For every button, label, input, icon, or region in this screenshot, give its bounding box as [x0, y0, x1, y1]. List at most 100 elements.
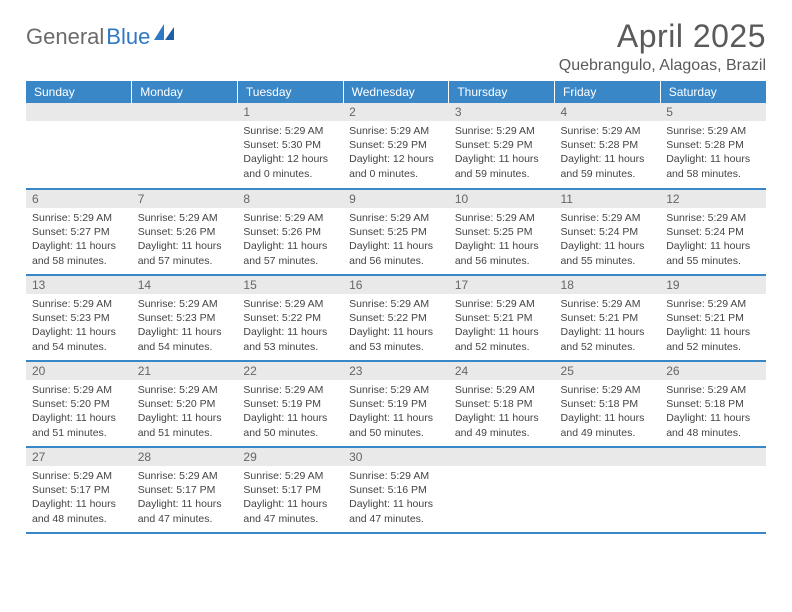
calendar-day-cell: 10Sunrise: 5:29 AMSunset: 5:25 PMDayligh…: [449, 189, 555, 275]
calendar-day-cell: 25Sunrise: 5:29 AMSunset: 5:18 PMDayligh…: [555, 361, 661, 447]
sunrise-text: Sunrise: 5:29 AM: [349, 297, 443, 311]
day-info: Sunrise: 5:29 AMSunset: 5:22 PMDaylight:…: [343, 294, 449, 358]
daylight-text: Daylight: 11 hours and 55 minutes.: [561, 239, 655, 267]
day-number: 11: [555, 190, 661, 208]
sunrise-text: Sunrise: 5:29 AM: [32, 297, 126, 311]
weekday-header-cell: Tuesday: [237, 81, 343, 103]
calendar-day-cell: 4Sunrise: 5:29 AMSunset: 5:28 PMDaylight…: [555, 103, 661, 189]
calendar-body: 1Sunrise: 5:29 AMSunset: 5:30 PMDaylight…: [26, 103, 766, 533]
day-info: Sunrise: 5:29 AMSunset: 5:18 PMDaylight:…: [555, 380, 661, 444]
day-info: Sunrise: 5:29 AMSunset: 5:25 PMDaylight:…: [343, 208, 449, 272]
sunrise-text: Sunrise: 5:29 AM: [32, 469, 126, 483]
sunset-text: Sunset: 5:24 PM: [666, 225, 760, 239]
day-info: Sunrise: 5:29 AMSunset: 5:19 PMDaylight:…: [237, 380, 343, 444]
sunset-text: Sunset: 5:30 PM: [243, 138, 337, 152]
daylight-text: Daylight: 11 hours and 47 minutes.: [243, 497, 337, 525]
calendar-day-cell: 29Sunrise: 5:29 AMSunset: 5:17 PMDayligh…: [237, 447, 343, 533]
calendar-day-cell: 5Sunrise: 5:29 AMSunset: 5:28 PMDaylight…: [660, 103, 766, 189]
day-number: 20: [26, 362, 132, 380]
calendar-day-cell: [132, 103, 238, 189]
sunrise-text: Sunrise: 5:29 AM: [561, 211, 655, 225]
sunrise-text: Sunrise: 5:29 AM: [138, 297, 232, 311]
logo-text-blue: Blue: [106, 24, 150, 50]
sunrise-text: Sunrise: 5:29 AM: [243, 297, 337, 311]
sunrise-text: Sunrise: 5:29 AM: [243, 124, 337, 138]
calendar-day-cell: 16Sunrise: 5:29 AMSunset: 5:22 PMDayligh…: [343, 275, 449, 361]
day-number: 16: [343, 276, 449, 294]
calendar-day-cell: 26Sunrise: 5:29 AMSunset: 5:18 PMDayligh…: [660, 361, 766, 447]
weekday-header-cell: Sunday: [26, 81, 132, 103]
day-info: Sunrise: 5:29 AMSunset: 5:23 PMDaylight:…: [132, 294, 238, 358]
sunset-text: Sunset: 5:21 PM: [561, 311, 655, 325]
sunrise-text: Sunrise: 5:29 AM: [561, 383, 655, 397]
day-number: 12: [660, 190, 766, 208]
sunset-text: Sunset: 5:17 PM: [243, 483, 337, 497]
day-info: Sunrise: 5:29 AMSunset: 5:18 PMDaylight:…: [660, 380, 766, 444]
day-info: Sunrise: 5:29 AMSunset: 5:29 PMDaylight:…: [449, 121, 555, 185]
sunrise-text: Sunrise: 5:29 AM: [666, 124, 760, 138]
calendar-day-cell: 19Sunrise: 5:29 AMSunset: 5:21 PMDayligh…: [660, 275, 766, 361]
day-number: 14: [132, 276, 238, 294]
sunset-text: Sunset: 5:18 PM: [455, 397, 549, 411]
calendar-day-cell: 6Sunrise: 5:29 AMSunset: 5:27 PMDaylight…: [26, 189, 132, 275]
month-title: April 2025: [559, 18, 766, 55]
sunset-text: Sunset: 5:17 PM: [32, 483, 126, 497]
daylight-text: Daylight: 11 hours and 51 minutes.: [138, 411, 232, 439]
day-info: Sunrise: 5:29 AMSunset: 5:30 PMDaylight:…: [237, 121, 343, 185]
sunrise-text: Sunrise: 5:29 AM: [561, 297, 655, 311]
day-info: Sunrise: 5:29 AMSunset: 5:24 PMDaylight:…: [660, 208, 766, 272]
weekday-header-cell: Monday: [132, 81, 238, 103]
calendar-week-row: 6Sunrise: 5:29 AMSunset: 5:27 PMDaylight…: [26, 189, 766, 275]
daylight-text: Daylight: 12 hours and 0 minutes.: [349, 152, 443, 180]
day-number: 13: [26, 276, 132, 294]
day-number: 8: [237, 190, 343, 208]
sunrise-text: Sunrise: 5:29 AM: [455, 211, 549, 225]
sunset-text: Sunset: 5:24 PM: [561, 225, 655, 239]
weekday-header-cell: Thursday: [449, 81, 555, 103]
sunrise-text: Sunrise: 5:29 AM: [666, 383, 760, 397]
day-number: [555, 448, 661, 466]
calendar-day-cell: [660, 447, 766, 533]
sunrise-text: Sunrise: 5:29 AM: [349, 124, 443, 138]
calendar-day-cell: 1Sunrise: 5:29 AMSunset: 5:30 PMDaylight…: [237, 103, 343, 189]
calendar-week-row: 27Sunrise: 5:29 AMSunset: 5:17 PMDayligh…: [26, 447, 766, 533]
sunset-text: Sunset: 5:21 PM: [455, 311, 549, 325]
day-info: Sunrise: 5:29 AMSunset: 5:18 PMDaylight:…: [449, 380, 555, 444]
sunrise-text: Sunrise: 5:29 AM: [455, 124, 549, 138]
day-number: 1: [237, 103, 343, 121]
sunset-text: Sunset: 5:22 PM: [349, 311, 443, 325]
calendar-week-row: 13Sunrise: 5:29 AMSunset: 5:23 PMDayligh…: [26, 275, 766, 361]
daylight-text: Daylight: 11 hours and 49 minutes.: [455, 411, 549, 439]
day-info: Sunrise: 5:29 AMSunset: 5:26 PMDaylight:…: [237, 208, 343, 272]
day-number: 26: [660, 362, 766, 380]
calendar-day-cell: 11Sunrise: 5:29 AMSunset: 5:24 PMDayligh…: [555, 189, 661, 275]
logo-text-general: General: [26, 24, 104, 50]
daylight-text: Daylight: 11 hours and 54 minutes.: [32, 325, 126, 353]
daylight-text: Daylight: 11 hours and 56 minutes.: [349, 239, 443, 267]
daylight-text: Daylight: 11 hours and 52 minutes.: [666, 325, 760, 353]
calendar-day-cell: 3Sunrise: 5:29 AMSunset: 5:29 PMDaylight…: [449, 103, 555, 189]
calendar-day-cell: 15Sunrise: 5:29 AMSunset: 5:22 PMDayligh…: [237, 275, 343, 361]
calendar-day-cell: 8Sunrise: 5:29 AMSunset: 5:26 PMDaylight…: [237, 189, 343, 275]
daylight-text: Daylight: 11 hours and 50 minutes.: [349, 411, 443, 439]
sunset-text: Sunset: 5:27 PM: [32, 225, 126, 239]
sunset-text: Sunset: 5:23 PM: [138, 311, 232, 325]
daylight-text: Daylight: 11 hours and 48 minutes.: [666, 411, 760, 439]
sunset-text: Sunset: 5:18 PM: [561, 397, 655, 411]
sunrise-text: Sunrise: 5:29 AM: [561, 124, 655, 138]
day-info: Sunrise: 5:29 AMSunset: 5:21 PMDaylight:…: [660, 294, 766, 358]
calendar-page: GeneralBlue April 2025 Quebrangulo, Alag…: [0, 0, 792, 534]
calendar-day-cell: 30Sunrise: 5:29 AMSunset: 5:16 PMDayligh…: [343, 447, 449, 533]
day-info: Sunrise: 5:29 AMSunset: 5:29 PMDaylight:…: [343, 121, 449, 185]
sunrise-text: Sunrise: 5:29 AM: [32, 211, 126, 225]
day-info: Sunrise: 5:29 AMSunset: 5:24 PMDaylight:…: [555, 208, 661, 272]
sunset-text: Sunset: 5:18 PM: [666, 397, 760, 411]
sunrise-text: Sunrise: 5:29 AM: [349, 383, 443, 397]
day-number: 30: [343, 448, 449, 466]
daylight-text: Daylight: 12 hours and 0 minutes.: [243, 152, 337, 180]
daylight-text: Daylight: 11 hours and 49 minutes.: [561, 411, 655, 439]
sunset-text: Sunset: 5:26 PM: [138, 225, 232, 239]
day-number: [132, 103, 238, 121]
day-number: 10: [449, 190, 555, 208]
sunset-text: Sunset: 5:19 PM: [243, 397, 337, 411]
